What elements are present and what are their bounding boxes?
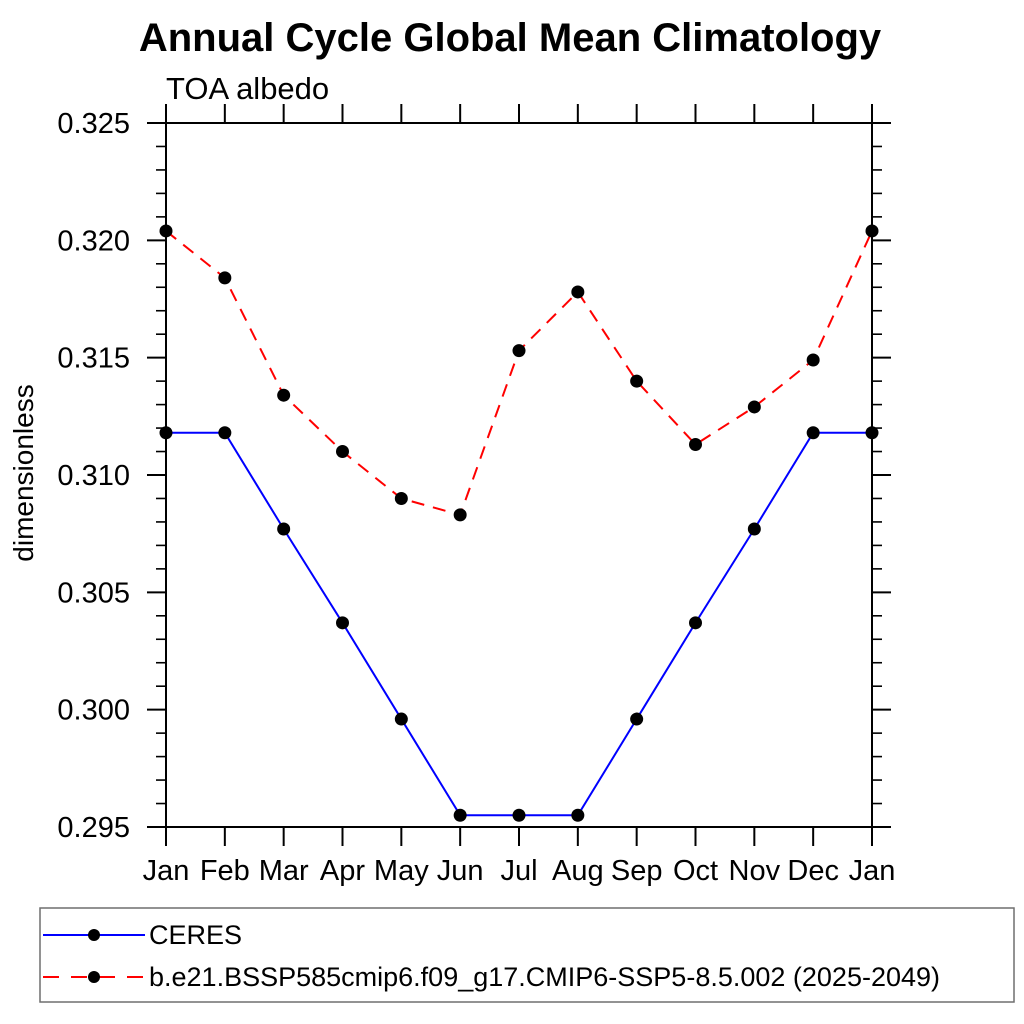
- legend-box: [39, 907, 1015, 1003]
- y-tick-label: 0.325: [57, 108, 130, 140]
- x-tick-label: Feb: [200, 855, 250, 887]
- x-tick-label: Apr: [320, 855, 365, 887]
- x-tick-label: Aug: [552, 855, 604, 887]
- data-point-marker: [336, 616, 349, 630]
- x-tick-label: Sep: [611, 855, 663, 887]
- series-line-ceres: [166, 431, 872, 817]
- chart-title: Annual Cycle Global Mean Climatology: [139, 16, 882, 60]
- x-tick-label: Jul: [500, 855, 537, 887]
- data-point-marker: [159, 426, 173, 440]
- data-point-marker: [336, 445, 349, 459]
- legend-marker: [88, 929, 100, 941]
- data-point-marker: [571, 285, 585, 299]
- x-tick-label: Nov: [729, 855, 781, 887]
- plot-frame: [165, 122, 873, 828]
- data-point-marker: [630, 374, 644, 388]
- x-tick-label: May: [374, 855, 429, 887]
- data-point-marker: [159, 224, 173, 238]
- data-point-marker: [806, 353, 820, 367]
- data-point-marker: [689, 437, 702, 451]
- y-axis-label: dimensionless: [8, 384, 39, 561]
- data-point-marker: [218, 426, 232, 440]
- y-tick-label: 0.305: [57, 577, 130, 609]
- data-point-marker: [394, 491, 408, 505]
- x-tick-label: Jan: [849, 855, 896, 887]
- legend-label: b.e21.BSSP585cmip6.f09_g17.CMIP6-SSP5-8.…: [149, 962, 940, 992]
- y-tick-label: 0.300: [57, 695, 130, 727]
- data-point-marker: [747, 400, 761, 414]
- y-tick-label: 0.295: [57, 812, 130, 844]
- y-tick-label: 0.320: [57, 225, 130, 257]
- legend-marker: [88, 971, 100, 983]
- data-point-marker: [453, 508, 467, 522]
- data-point-marker: [512, 808, 526, 822]
- x-tick-label: Oct: [673, 855, 718, 887]
- data-point-marker: [747, 522, 761, 536]
- data-point-marker: [277, 388, 291, 402]
- data-point-marker: [394, 712, 408, 726]
- y-tick-label: 0.310: [57, 460, 130, 492]
- data-point-marker: [865, 224, 879, 238]
- x-tick-label: Dec: [787, 855, 839, 887]
- chart-subtitle: TOA albedo: [166, 71, 329, 106]
- data-point-marker: [865, 426, 879, 440]
- data-point-marker: [277, 522, 291, 536]
- data-point-marker: [453, 808, 467, 822]
- x-tick-label: Jun: [437, 855, 484, 887]
- series-line-model: [165, 230, 873, 517]
- data-point-marker: [806, 426, 820, 440]
- data-point-marker: [218, 271, 232, 285]
- data-point-marker: [689, 616, 702, 630]
- data-point-marker: [512, 344, 526, 358]
- y-tick-label: 0.315: [57, 343, 130, 375]
- x-tick-label: Mar: [259, 855, 309, 887]
- data-point-marker: [630, 712, 644, 726]
- x-tick-label: Jan: [143, 855, 190, 887]
- data-point-marker: [571, 808, 585, 822]
- legend-label: CERES: [149, 920, 242, 950]
